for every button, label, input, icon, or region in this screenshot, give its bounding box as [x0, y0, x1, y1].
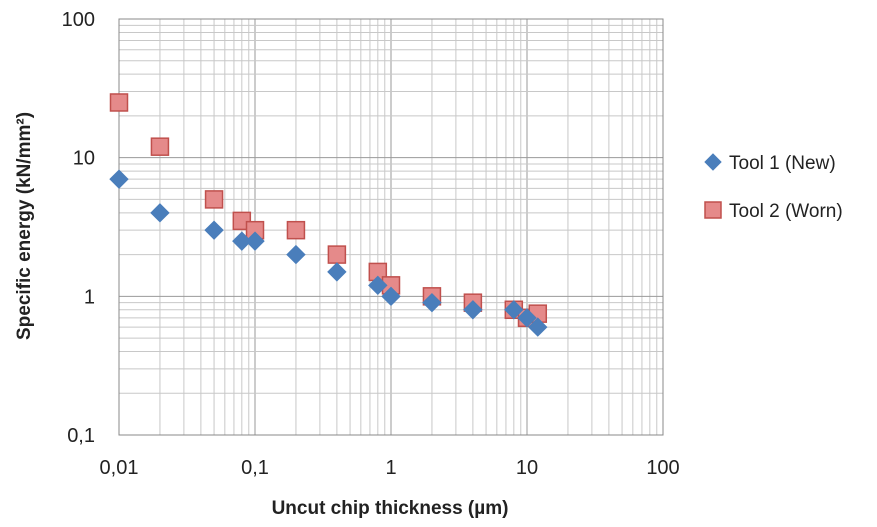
tool-1-diamond-point	[327, 262, 347, 282]
legend-marker-1	[704, 153, 722, 171]
tool-1-diamond-point	[150, 203, 170, 223]
tool-2-square-point	[109, 93, 129, 112]
tool-1-diamond-point	[204, 220, 224, 240]
x-tick-label: 10	[516, 457, 538, 479]
tool-1-diamond-point	[463, 300, 483, 320]
y-tick-label: 100	[62, 9, 95, 31]
plot-area-frame	[118, 18, 664, 436]
tool-1-diamond-point	[422, 292, 442, 313]
plot-grid	[118, 19, 663, 436]
legend-label-2: Tool 2 (Worn)	[729, 201, 843, 222]
tool-1-diamond-point	[517, 308, 537, 328]
x-tick-label: 0,1	[241, 457, 269, 479]
x-axis-title: Uncut chip thickness (µm)	[272, 498, 509, 519]
y-tick-label: 0,1	[67, 425, 95, 447]
y-axis-ticks: 100 10 1 0,1	[62, 9, 95, 447]
y-tick-label: 10	[73, 148, 95, 170]
tool-2-square-point	[286, 220, 306, 240]
legend-marker-2	[704, 201, 722, 219]
tool-1-diamond-point	[245, 231, 265, 251]
tool-1-diamond-point	[368, 275, 388, 296]
x-tick-label: 0,01	[100, 457, 139, 479]
tool-2-square-point	[204, 190, 224, 209]
chart-legend: Tool 1 (New) Tool 2 (Worn)	[704, 153, 843, 222]
tool-1-diamond-point	[232, 231, 252, 251]
tool-1-diamond-point	[109, 169, 129, 189]
tool-1-diamond-point	[528, 317, 548, 337]
legend-label-1: Tool 1 (New)	[729, 153, 836, 174]
tool-1-diamond-point	[381, 286, 401, 307]
tool-1-diamond-point	[504, 300, 524, 320]
x-tick-label: 1	[385, 457, 396, 479]
data-series	[109, 93, 548, 337]
tool-1-diamond-point	[286, 244, 306, 265]
tool-2-square-point	[150, 137, 170, 156]
tool-2-square-point	[327, 245, 347, 264]
x-axis-ticks: 0,01 0,1 1 10 100	[100, 457, 680, 479]
y-axis-title: Specific energy (kN/mm²)	[14, 112, 35, 340]
series-tool-1-new	[109, 169, 548, 337]
series-tool-2-worn	[109, 93, 548, 328]
y-tick-label: 1	[84, 286, 95, 308]
x-tick-label: 100	[646, 457, 679, 479]
